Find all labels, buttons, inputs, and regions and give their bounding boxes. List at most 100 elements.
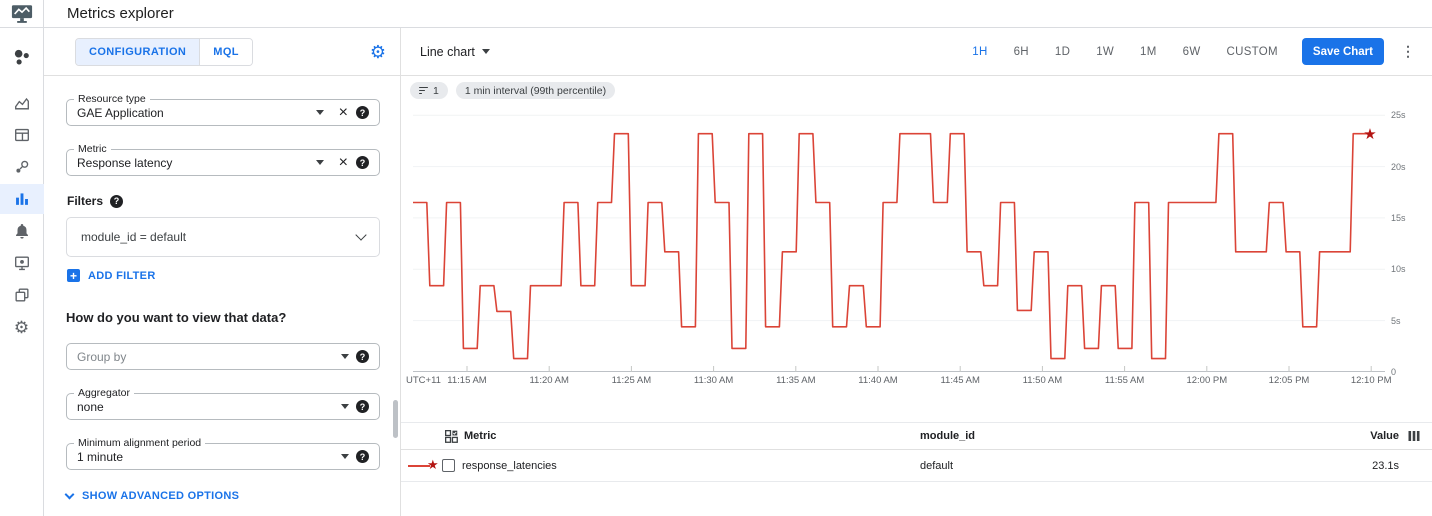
dropdown-caret-icon[interactable] [315, 110, 324, 115]
y-axis-label: 20s [1391, 161, 1406, 172]
value-column-label: Value [1370, 430, 1399, 442]
chevron-down-icon [64, 489, 75, 500]
chart-type-selector[interactable]: Line chart [420, 45, 490, 59]
sidebar-item-dashboards[interactable] [0, 120, 44, 150]
monitoring-logo-icon [11, 4, 32, 23]
services-icon [15, 160, 28, 173]
dropdown-caret-icon[interactable] [341, 404, 349, 409]
sidebar-item-alerting[interactable] [0, 216, 44, 246]
config-tab-row: CONFIGURATION MQL ⚙ [44, 28, 400, 76]
help-icon[interactable]: ? [356, 106, 369, 119]
chart-panel: Line chart 1H 6H 1D 1W 1M 6W CUSTOM Save… [401, 28, 1432, 516]
table-header-row: Metric module_id Value [401, 422, 1432, 450]
legend-line-icon [408, 464, 430, 467]
clear-icon[interactable]: × [338, 153, 348, 171]
series-legend-marker: ★ [408, 450, 439, 481]
page-title: Metrics explorer [67, 5, 174, 22]
metrics-overview-icon [14, 97, 29, 110]
metric-value: Response latency [77, 155, 173, 170]
min-alignment-label: Minimum alignment period [74, 437, 206, 449]
resource-type-value: GAE Application [77, 105, 164, 120]
help-icon[interactable]: ? [356, 400, 369, 413]
x-axis-label: 11:40 AM [858, 375, 898, 386]
x-axis-label: 11:15 AM [447, 375, 487, 386]
sidebar-item-uptime-checks[interactable] [0, 248, 44, 278]
sidebar-item-services[interactable] [0, 152, 44, 182]
tab-mql[interactable]: MQL [199, 38, 252, 65]
chart-plot-svg: ★ [413, 114, 1385, 372]
groups-icon [14, 288, 29, 302]
resource-type-field[interactable]: Resource type GAE Application × ? [66, 93, 380, 126]
config-scrollbar[interactable] [393, 400, 398, 438]
tab-configuration[interactable]: CONFIGURATION [76, 38, 200, 65]
sidebar-item-groups[interactable] [0, 280, 44, 310]
chart-toolbar: Line chart 1H 6H 1D 1W 1M 6W CUSTOM Save… [401, 28, 1432, 76]
range-1h[interactable]: 1H [972, 45, 988, 58]
min-alignment-field[interactable]: Minimum alignment period 1 minute ? [66, 437, 380, 470]
resource-type-label: Resource type [74, 93, 150, 105]
dropdown-caret-icon[interactable] [341, 454, 349, 459]
line-chart-plot[interactable]: ★ [413, 107, 1385, 372]
dropdown-caret-icon[interactable] [341, 354, 349, 359]
chevron-down-icon [355, 229, 367, 241]
y-axis-label: 10s [1391, 264, 1406, 275]
module-id-column-label: module_id [920, 430, 976, 442]
help-icon[interactable]: ? [356, 350, 369, 363]
sidebar-item-metrics-overview[interactable] [0, 88, 44, 118]
show-advanced-options-button[interactable]: SHOW ADVANCED OPTIONS [64, 489, 239, 502]
row-checkbox[interactable] [442, 459, 455, 472]
save-chart-button[interactable]: Save Chart [1301, 38, 1384, 65]
column-settings-icon[interactable] [1408, 423, 1420, 449]
filter-count-chip[interactable]: 1 [410, 82, 448, 99]
x-axis-label: 11:35 AM [776, 375, 816, 386]
dropdown-caret-icon [481, 49, 490, 54]
clear-icon[interactable]: × [338, 103, 348, 121]
sidebar-item-workspaces[interactable] [0, 42, 44, 72]
x-axis-labels: UTC+11 11:15 AM 11:20 AM 11:25 AM 11:30 AM 1… [406, 375, 1392, 389]
config-settings-gear-icon[interactable]: ⚙ [369, 41, 386, 62]
add-icon: + [67, 269, 80, 282]
y-axis-label: 25s [1391, 110, 1406, 121]
filter-list-icon [419, 86, 428, 95]
range-1m[interactable]: 1M [1140, 45, 1157, 58]
table-row[interactable]: ★ response_latencies default 23.1s [401, 450, 1432, 482]
help-icon[interactable]: ? [356, 450, 369, 463]
filters-header: Filters ? [67, 194, 124, 208]
x-axis-label: 12:00 PM [1186, 375, 1228, 386]
filter-count: 1 [433, 84, 439, 97]
config-tab-group: CONFIGURATION MQL [75, 37, 253, 66]
table-grid-icon[interactable] [445, 429, 458, 443]
sidebar-item-settings[interactable]: ⚙ [0, 312, 44, 342]
kebab-menu-icon[interactable]: ⋮ [1401, 43, 1415, 59]
filters-label: Filters [67, 194, 104, 208]
logo-cell[interactable] [0, 0, 44, 28]
module-id-column-header: module_id [920, 423, 975, 449]
metric-field[interactable]: Metric Response latency × ? [66, 143, 380, 176]
y-axis-labels: 25s 20s 15s 10s 5s 0 [1391, 107, 1427, 377]
metrics-explorer-icon [15, 193, 28, 205]
interval-chip[interactable]: 1 min interval (99th percentile) [455, 82, 616, 99]
range-1d[interactable]: 1D [1054, 45, 1071, 58]
dropdown-caret-icon[interactable] [315, 160, 324, 165]
range-6h[interactable]: 6H [1013, 45, 1029, 58]
min-alignment-value: 1 minute [77, 449, 124, 464]
sidebar-item-metrics-explorer[interactable] [0, 184, 44, 214]
svg-text:★: ★ [1363, 126, 1376, 143]
help-icon[interactable]: ? [110, 194, 124, 208]
x-axis-label: 12:10 PM [1350, 375, 1392, 386]
range-1w[interactable]: 1W [1096, 45, 1115, 58]
workspaces-icon [14, 49, 29, 65]
configuration-panel: CONFIGURATION MQL ⚙ Resource type GAE Ap… [44, 28, 401, 516]
filter-chip-row[interactable]: module_id = default [66, 217, 380, 257]
range-custom[interactable]: CUSTOM [1226, 45, 1278, 58]
group-by-placeholder: Group by [77, 349, 127, 364]
range-6w[interactable]: 6W [1182, 45, 1201, 58]
help-icon[interactable]: ? [356, 156, 369, 169]
add-filter-button[interactable]: + ADD FILTER [67, 269, 156, 282]
x-axis-label: 11:50 AM [1022, 375, 1063, 386]
group-by-field[interactable]: Group by ? [66, 343, 380, 370]
aggregator-field[interactable]: Aggregator none ? [66, 387, 380, 420]
sidebar-nav: ⚙ [0, 28, 44, 516]
metric-column-label: Metric [464, 430, 497, 442]
